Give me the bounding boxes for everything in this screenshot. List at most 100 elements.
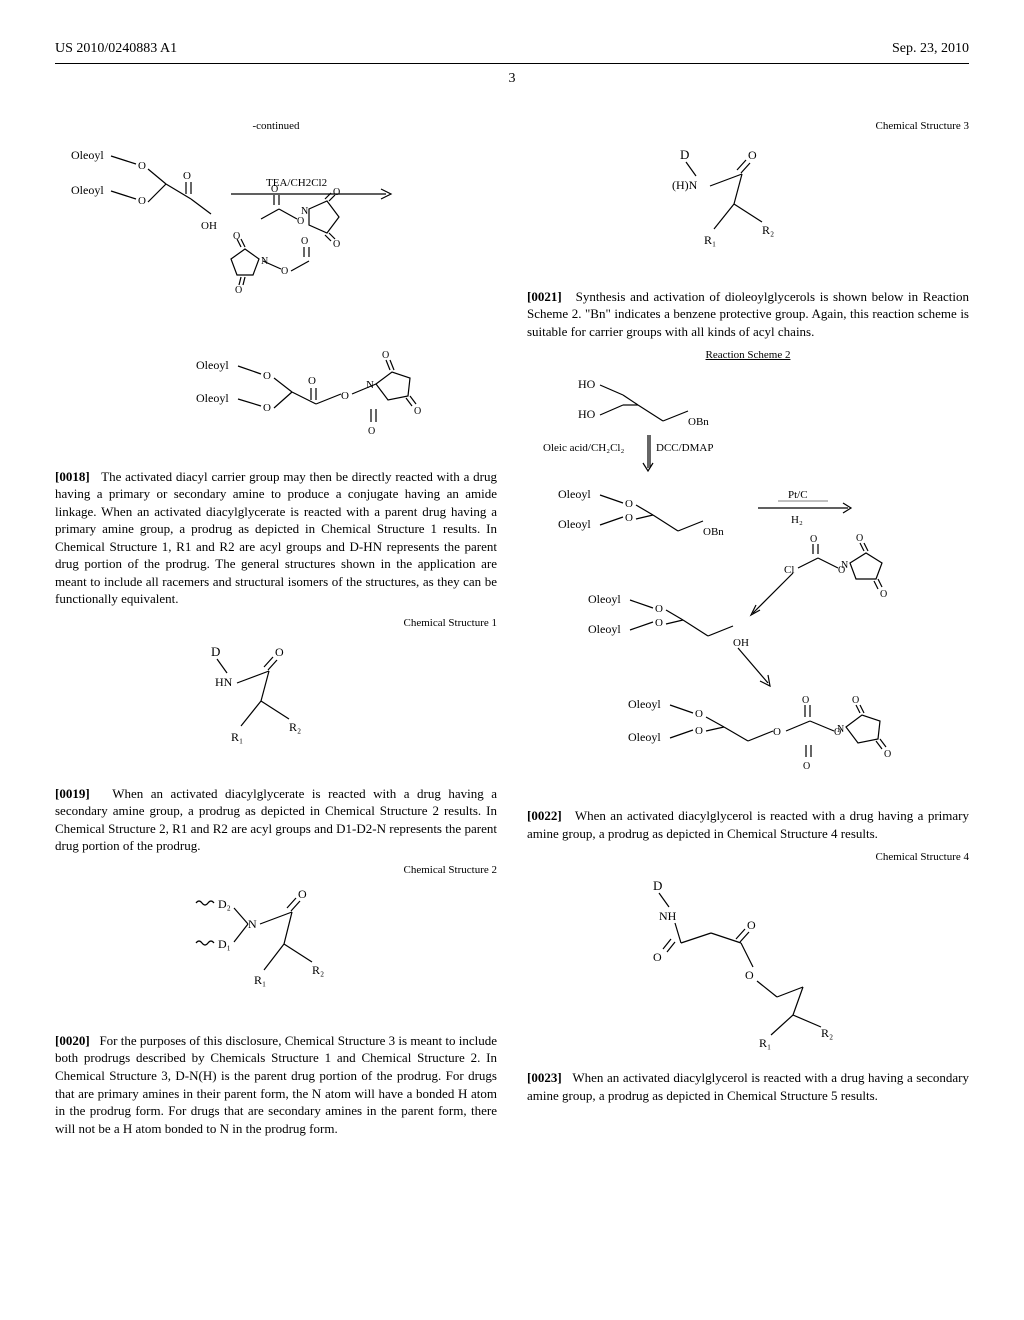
svg-text:HO: HO	[578, 377, 596, 391]
svg-text:O: O	[884, 749, 891, 760]
svg-text:O: O	[655, 617, 663, 629]
paragraph-18: [0018] The activated diacyl carrier grou…	[55, 468, 497, 608]
svg-text:O: O	[138, 195, 146, 207]
svg-text:HN: HN	[215, 675, 233, 689]
svg-text:N: N	[366, 379, 374, 391]
svg-text:Pt/C: Pt/C	[788, 489, 808, 501]
paragraph-22: [0022] When an activated diacylglycerol …	[527, 807, 969, 842]
paragraph-20: [0020] For the purposes of this disclosu…	[55, 1032, 497, 1137]
svg-text:O: O	[803, 761, 810, 772]
chemical-structure-3: D (H)N O R₁ R₂	[527, 144, 969, 274]
patent-id: US 2010/0240883 A1	[55, 40, 177, 59]
chemical-structure-2-label: Chemical Structure 2	[55, 863, 497, 878]
header-rule	[55, 63, 969, 64]
svg-text:OBn: OBn	[688, 416, 709, 428]
svg-text:O: O	[852, 695, 859, 706]
svg-text:Cl: Cl	[784, 564, 794, 576]
svg-text:O: O	[695, 708, 703, 720]
svg-text:Oleic acid/CH₂Cl₂: Oleic acid/CH₂Cl₂	[543, 442, 624, 454]
svg-text:N: N	[837, 724, 844, 735]
chemical-structure-4-label: Chemical Structure 4	[527, 850, 969, 865]
svg-text:R₂: R₂	[312, 963, 324, 977]
svg-text:O: O	[747, 918, 756, 932]
reaction-scheme-2-label: Reaction Scheme 2	[527, 348, 969, 363]
right-column: Chemical Structure 3 D (H)N O R₁ R₂ [	[527, 119, 969, 1145]
svg-text:R₁: R₁	[231, 730, 243, 744]
chemical-structure-4: D NH O O O R₁	[527, 875, 969, 1055]
chemical-structure-2: D₂ D₁ N O R₁ R₂	[55, 888, 497, 1018]
svg-text:D: D	[680, 147, 689, 162]
chemical-structure-1: D HN O R₁ R₂	[55, 641, 497, 771]
svg-text:NH: NH	[659, 909, 677, 923]
svg-text:O: O	[625, 512, 633, 524]
paragraph-21: [0021] Synthesis and activation of diole…	[527, 288, 969, 341]
svg-text:N: N	[841, 560, 848, 571]
svg-text:O: O	[233, 231, 240, 242]
svg-text:O: O	[773, 726, 781, 738]
svg-text:Oleoyl: Oleoyl	[71, 183, 104, 197]
svg-text:Oleoyl: Oleoyl	[628, 730, 661, 744]
svg-text:O: O	[341, 390, 349, 402]
paragraph-23: [0023] When an activated diacylglycerol …	[527, 1069, 969, 1104]
svg-text:DCC/DMAP: DCC/DMAP	[656, 442, 713, 454]
reaction-scheme-1-continued: Oleoyl O Oleoyl O O OH TEA/CH2	[55, 144, 497, 454]
chemical-structure-1-label: Chemical Structure 1	[55, 616, 497, 631]
chemical-structure-3-label: Chemical Structure 3	[527, 119, 969, 134]
svg-text:N: N	[301, 206, 308, 217]
svg-text:O: O	[368, 426, 375, 437]
svg-text:O: O	[856, 533, 863, 544]
svg-text:(H)N: (H)N	[672, 178, 698, 192]
svg-text:Oleoyl: Oleoyl	[558, 517, 591, 531]
svg-text:O: O	[414, 406, 421, 417]
svg-text:O: O	[745, 968, 754, 982]
svg-text:O: O	[298, 888, 307, 901]
svg-text:O: O	[138, 160, 146, 172]
svg-text:O: O	[625, 498, 633, 510]
svg-text:O: O	[333, 187, 340, 198]
label-oleoyl: Oleoyl	[71, 148, 104, 162]
svg-text:R₁: R₁	[759, 1036, 771, 1050]
continued-label: -continued	[55, 119, 497, 134]
svg-text:O: O	[810, 534, 817, 545]
svg-text:O: O	[263, 402, 271, 414]
svg-text:O: O	[183, 170, 191, 182]
svg-text:HO: HO	[578, 407, 596, 421]
svg-text:D: D	[653, 878, 662, 893]
svg-text:Oleoyl: Oleoyl	[628, 697, 661, 711]
svg-text:O: O	[653, 950, 662, 964]
svg-text:Oleoyl: Oleoyl	[558, 487, 591, 501]
svg-text:O: O	[275, 645, 284, 659]
svg-text:O: O	[297, 216, 304, 227]
svg-text:D: D	[211, 644, 220, 659]
svg-text:O: O	[655, 603, 663, 615]
date: Sep. 23, 2010	[892, 40, 969, 59]
svg-text:R₂: R₂	[289, 720, 301, 734]
svg-text:O: O	[301, 236, 308, 247]
svg-text:Oleoyl: Oleoyl	[196, 391, 229, 405]
left-column: -continued Oleoyl O Oleoyl O O	[55, 119, 497, 1145]
svg-text:O: O	[748, 148, 757, 162]
svg-text:Oleoyl: Oleoyl	[196, 358, 229, 372]
svg-text:O: O	[880, 589, 887, 600]
svg-text:O: O	[695, 725, 703, 737]
svg-text:D₁: D₁	[218, 937, 231, 951]
svg-text:O: O	[382, 350, 389, 361]
svg-text:R₂: R₂	[821, 1026, 833, 1040]
svg-text:R₁: R₁	[254, 973, 266, 987]
page-number: 3	[55, 70, 969, 89]
svg-text:O: O	[802, 695, 809, 706]
svg-text:H₂: H₂	[791, 514, 803, 526]
svg-text:OH: OH	[201, 220, 217, 232]
svg-text:O: O	[235, 285, 242, 296]
svg-text:R₁: R₁	[704, 233, 716, 247]
svg-text:O: O	[333, 239, 340, 250]
svg-text:O: O	[271, 184, 278, 195]
svg-text:OH: OH	[733, 637, 749, 649]
svg-text:D₂: D₂	[218, 897, 231, 911]
svg-text:N: N	[248, 917, 257, 931]
paragraph-19: [0019] When an activated diacylglycerate…	[55, 785, 497, 855]
svg-text:O: O	[281, 266, 288, 277]
svg-text:Oleoyl: Oleoyl	[588, 592, 621, 606]
svg-text:OBn: OBn	[703, 526, 724, 538]
svg-text:O: O	[263, 370, 271, 382]
